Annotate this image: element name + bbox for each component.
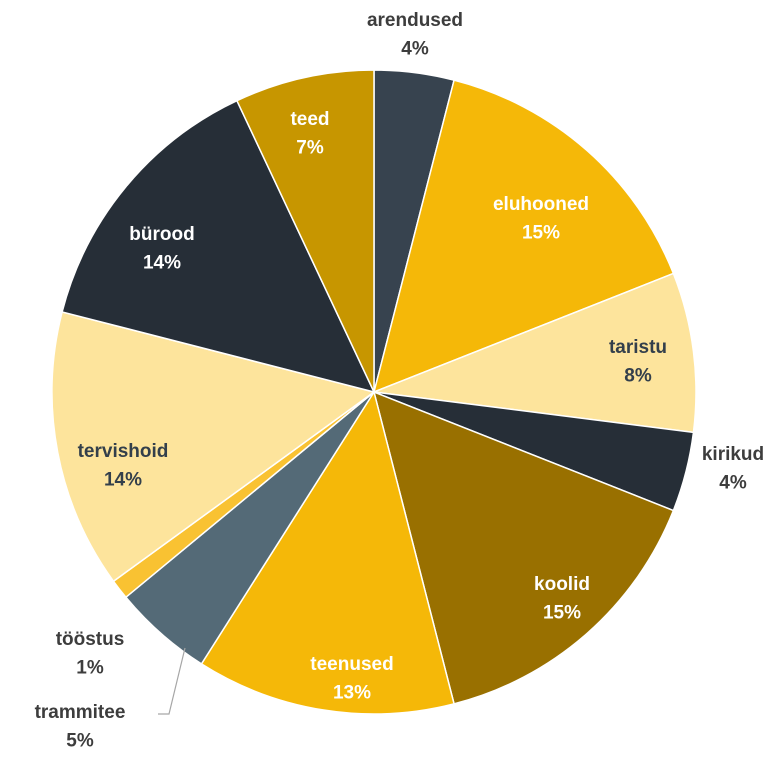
data-label-percent: 1% [76, 658, 104, 679]
data-label-percent: 7% [296, 138, 324, 159]
data-label-category: tervishoid [78, 441, 169, 462]
data-label-percent: 4% [401, 39, 429, 60]
data-label-percent: 4% [719, 473, 747, 494]
data-label-percent: 15% [522, 223, 560, 244]
data-label-percent: 14% [104, 470, 142, 491]
data-label-teenused: teenused 13% [310, 654, 393, 704]
data-label-category: trammitee [35, 702, 126, 723]
data-label-percent: 15% [543, 603, 581, 624]
pie-slice-eluhooned [372, 79, 675, 394]
pie-slice-koolid [372, 390, 675, 705]
pie-slice-teed [235, 69, 375, 393]
data-label-kirikud: kirikud 4% [702, 444, 764, 494]
data-label-category: koolid [534, 574, 590, 595]
pie-slice-taristu [373, 272, 697, 434]
data-label-taristu: taristu 8% [609, 337, 667, 387]
data-label-percent: 5% [66, 731, 94, 752]
data-label-category: eluhooned [493, 194, 589, 215]
pie-slice-bürood [61, 99, 376, 394]
data-label-bürood: bürood 14% [129, 224, 194, 274]
data-label-percent: 14% [143, 253, 181, 274]
data-label-percent: 13% [333, 683, 371, 704]
data-label-category: arendused [367, 10, 463, 31]
leader-lines [158, 647, 186, 715]
data-label-koolid: koolid 15% [534, 574, 590, 624]
data-label-eluhooned: eluhooned 15% [493, 194, 589, 244]
data-label-category: bürood [129, 224, 194, 245]
data-label-arendused: arendused 4% [367, 10, 463, 60]
data-label-tööstus: tööstus 1% [56, 629, 125, 679]
data-label-category: taristu [609, 337, 667, 358]
data-label-teed: teed 7% [290, 109, 329, 159]
data-label-category: teed [290, 109, 329, 130]
data-label-category: kirikud [702, 444, 764, 465]
data-label-category: tööstus [56, 629, 125, 650]
pie-slice-tervishoid [51, 311, 376, 583]
data-label-category: teenused [310, 654, 393, 675]
pie-slice-teenused [200, 390, 455, 715]
data-label-tervishoid: tervishoid 14% [78, 441, 169, 491]
data-labels: arendused 4% eluhooned 15% taristu 8% kirikud 4… [35, 10, 765, 752]
pie-slices [51, 69, 697, 715]
data-label-trammitee: trammitee 5% [35, 702, 126, 752]
leader-line-trammitee [158, 647, 186, 715]
data-label-percent: 8% [624, 366, 652, 387]
